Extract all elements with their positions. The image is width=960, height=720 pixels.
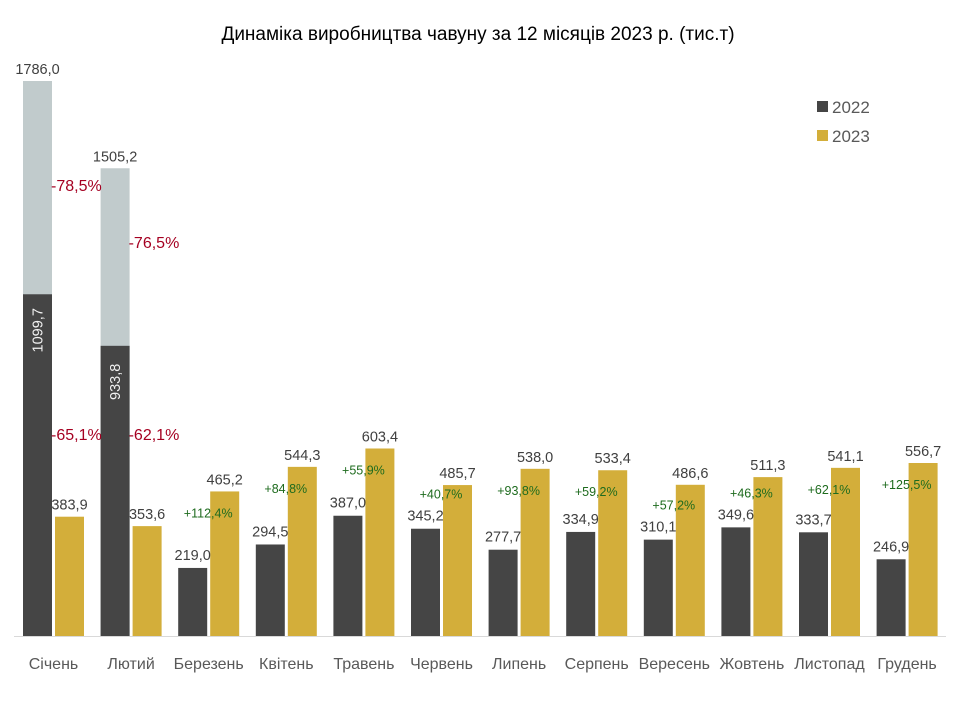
change-label: -62,1% [129, 427, 180, 444]
bar-2023 [210, 491, 240, 636]
legend-swatch-2023 [817, 130, 828, 141]
change-label: +46,3% [730, 486, 773, 500]
change-label: +62,1% [808, 483, 851, 497]
category-label: Липень [492, 656, 546, 673]
data-label-2022: 246,9 [873, 539, 909, 555]
bar-2022 [566, 531, 596, 636]
labels-layer: 383,9 1786,0 -78,5% 1099,7 -65,1% 353,6 1505,2… [15, 62, 941, 564]
change-label: +55,9% [342, 463, 385, 477]
data-label-2022: 933,8 [108, 364, 124, 400]
change-label: +112,4% [184, 506, 233, 520]
bar-2023 [55, 516, 84, 636]
data-label-2022: 334,9 [563, 512, 599, 528]
category-label: Лютий [107, 656, 154, 673]
data-label-2023: 485,7 [439, 466, 475, 482]
data-label-2023: 486,6 [672, 466, 708, 482]
bar-2023 [365, 448, 395, 636]
bar-2022 [411, 528, 440, 636]
bar-2022 [23, 294, 52, 636]
bar-2022 [255, 544, 285, 636]
category-label: Серпень [565, 656, 629, 673]
legend: 2022 2023 [817, 98, 870, 146]
change-label: +84,8% [264, 482, 307, 496]
change-label: -65,1% [51, 427, 102, 444]
bar-2023 [287, 466, 317, 636]
bar-2022 [721, 527, 751, 636]
data-label-2023: 538,0 [517, 450, 553, 466]
category-label: Березень [174, 656, 244, 673]
bar-2023 [520, 468, 550, 636]
bar-2023 [443, 485, 472, 636]
chart-title: Динаміка виробництва чавуну за 12 місяці… [221, 24, 734, 45]
data-label-reference: 1505,2 [93, 149, 137, 165]
data-label-2023: 556,7 [905, 444, 941, 460]
data-label-reference: 1786,0 [15, 62, 59, 78]
category-label: Червень [410, 656, 473, 673]
change-label: +93,8% [497, 484, 540, 498]
change-label: +59,2% [575, 485, 618, 499]
data-label-2022: 345,2 [407, 509, 443, 525]
data-label-2022: 219,0 [175, 548, 211, 564]
data-label-2023: 533,4 [595, 451, 631, 467]
change-label: +57,2% [652, 499, 695, 513]
data-label-2022: 333,7 [795, 512, 831, 528]
bar-2023 [831, 467, 860, 636]
data-label-2022: 277,7 [485, 530, 521, 546]
change-label: +125,5% [882, 478, 932, 492]
bars-layer [23, 81, 938, 637]
data-label-2023: 511,3 [750, 458, 785, 474]
bar-2022 [876, 559, 906, 636]
category-label: Квітень [259, 656, 314, 673]
category-label: Січень [29, 656, 79, 673]
bar-2022 [333, 515, 363, 636]
change-label-reference: -76,5% [129, 235, 180, 252]
change-label-reference: -78,5% [51, 178, 102, 195]
legend-swatch-2022 [817, 101, 828, 112]
bar-2022 [100, 345, 130, 636]
data-label-2022: 349,6 [718, 507, 754, 523]
data-label-2022: 387,0 [330, 496, 366, 512]
bar-2022 [643, 539, 673, 636]
category-label: Вересень [639, 656, 710, 673]
bar-2023 [598, 470, 628, 636]
data-label-2022: 294,5 [252, 524, 288, 540]
data-label-2023: 544,3 [284, 448, 320, 464]
data-label-2023: 603,4 [362, 429, 398, 445]
category-label: Грудень [877, 656, 936, 673]
legend-label-2023: 2023 [832, 127, 870, 146]
bar-2023 [675, 484, 705, 636]
category-label: Листопад [794, 656, 865, 673]
bar-2022 [178, 567, 208, 636]
data-label-2022: 1099,7 [31, 308, 47, 352]
legend-label-2022: 2022 [832, 98, 870, 117]
data-label-2023: 465,2 [207, 472, 243, 488]
change-label: +40,7% [420, 488, 463, 502]
category-label: Травень [333, 656, 394, 673]
category-axis: Січень Лютий Березень Квітень Травень Червень… [29, 656, 937, 673]
bar-2023 [132, 526, 162, 636]
category-label: Жовтень [719, 656, 784, 673]
bar-2022 [488, 549, 518, 636]
data-label-2022: 310,1 [640, 520, 676, 536]
bar-2023 [908, 463, 938, 636]
data-label-2023: 353,6 [129, 507, 165, 523]
data-label-2023: 541,1 [827, 449, 863, 465]
bar-2022 [799, 532, 828, 636]
data-label-2023: 383,9 [51, 498, 87, 514]
bar-2023 [753, 477, 783, 636]
